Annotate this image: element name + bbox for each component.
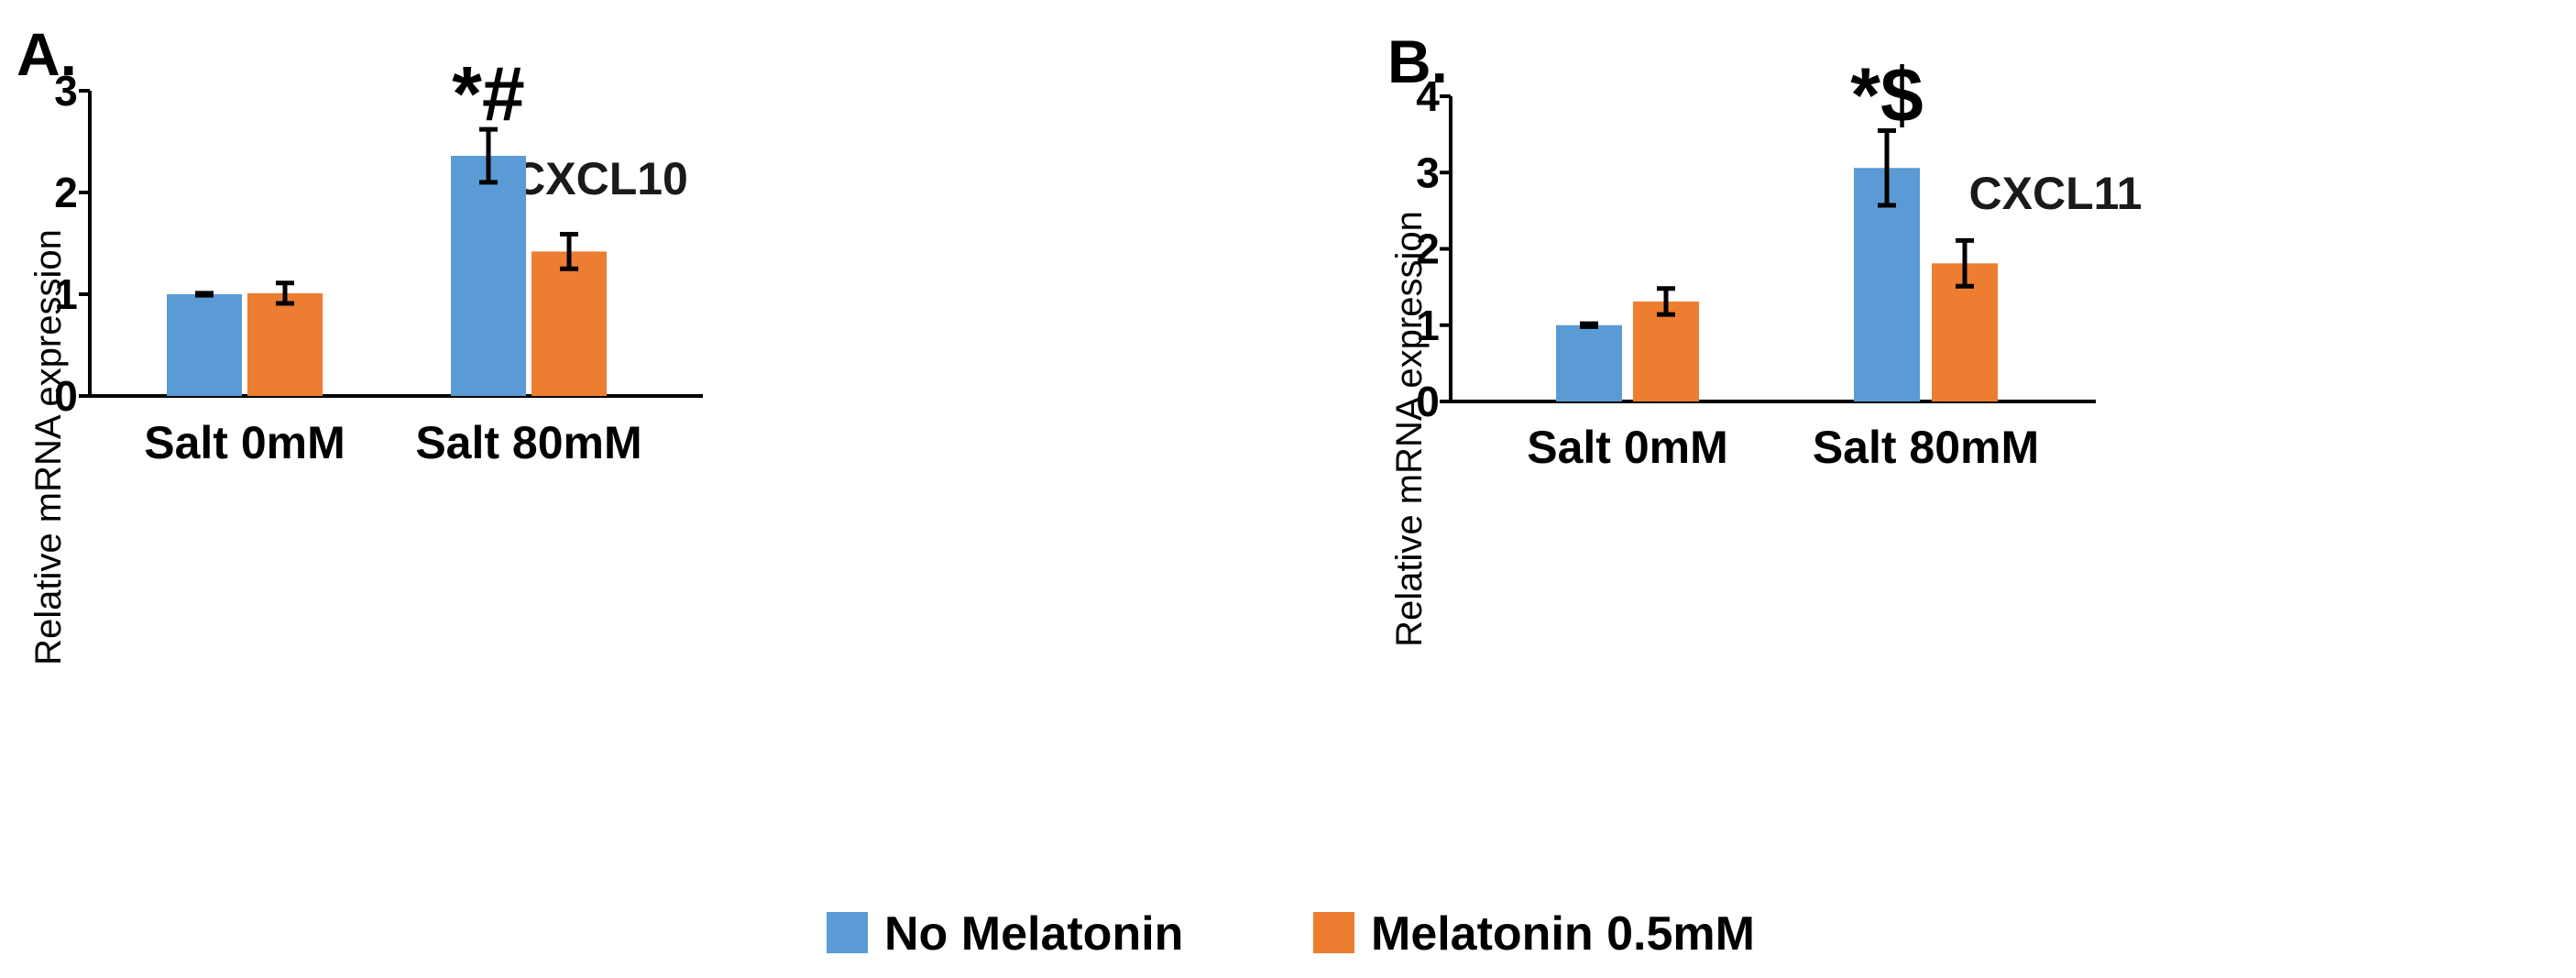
panel-b-cxcl11: B. CXCL11 Relative mRNA expression 0 1 2 3 4…: [1387, 27, 2142, 647]
legend-swatch-no-melatonin: [827, 912, 868, 953]
panel-b-bar-melatonin-salt-0mm: [1633, 301, 1699, 401]
legend-label-melatonin: Melatonin 0.5mM: [1371, 907, 1755, 961]
panel-a-y-axis-label: Relative mRNA expression: [28, 229, 69, 665]
panel-a-category-label: Salt 0mM: [144, 417, 345, 468]
panel-b-y-tick-label: 4: [1416, 72, 1440, 120]
panel-b-letter: B.: [1387, 27, 1448, 95]
panel-a-bar-no-melatonin-salt-80mm: [451, 156, 526, 397]
panel-b-y-tick-label: 0: [1416, 378, 1440, 425]
panel-a-y-tick-label: 3: [54, 67, 78, 115]
panel-b-title: CXCL11: [1969, 168, 2143, 219]
panel-b-y-tick-label: 3: [1416, 148, 1440, 196]
panel-a-letter: A.: [16, 20, 77, 88]
panel-b-y-tick-label: 1: [1416, 302, 1440, 349]
panel-a-y-tick-label: 0: [54, 372, 78, 420]
panel-b-category-label: Salt 80mM: [1813, 422, 2039, 473]
panel-a-significance-marker: *#: [452, 50, 524, 137]
legend: No Melatonin Melatonin 0.5mM: [827, 907, 1755, 961]
panel-a-bar-melatonin-salt-80mm: [532, 251, 607, 396]
panel-a-bar-melatonin-salt-0mm: [247, 292, 323, 396]
panel-a-y-tick-label: 1: [54, 270, 78, 318]
panel-a-bar-no-melatonin-salt-0mm: [167, 294, 242, 396]
panel-a-y-tick-label: 2: [54, 169, 78, 216]
panel-b-y-tick-label: 2: [1416, 225, 1440, 273]
panel-a-cxcl10: A. CXCL10 Relative mRNA expression 0 1 2 3 S…: [16, 20, 703, 665]
panel-b-y-axis-label: Relative mRNA expression: [1389, 211, 1430, 647]
panel-b-category-label: Salt 0mM: [1527, 422, 1728, 473]
panel-a-category-label: Salt 80mM: [415, 417, 641, 468]
legend-swatch-melatonin: [1313, 912, 1354, 953]
panel-b-significance-marker: *$: [1850, 51, 1923, 137]
panel-a-title: CXCL10: [512, 153, 688, 204]
panel-b-bar-no-melatonin-salt-0mm: [1556, 324, 1622, 401]
legend-label-no-melatonin: No Melatonin: [884, 907, 1183, 961]
